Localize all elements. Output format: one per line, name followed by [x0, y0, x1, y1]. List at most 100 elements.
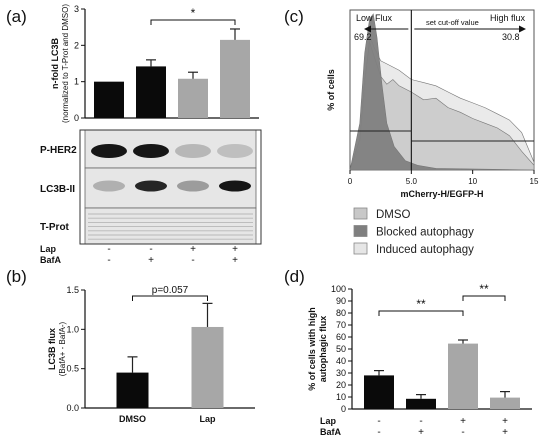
- blot-band-lc3b: [135, 180, 167, 192]
- panel-a-chart: 0 1 2 3 * n-fold LC3B (normalized to T-Prot an…: [40, 4, 262, 266]
- blot-band-p-her2: [217, 144, 253, 158]
- panel-label-a: (a): [6, 7, 27, 26]
- condition-sign: +: [418, 427, 424, 438]
- arrow-head-low: [364, 25, 371, 33]
- significance-bracket: [378, 310, 464, 316]
- x-tick-label: 5.0: [406, 177, 418, 186]
- condition-sign: -: [377, 416, 380, 427]
- bar: [178, 78, 208, 118]
- y-tick-label: 60: [336, 332, 346, 342]
- condition-sign: +: [232, 255, 238, 266]
- x-tick-label: Lap: [199, 414, 216, 424]
- bar: [220, 39, 250, 119]
- y-tick-label: 1.0: [66, 324, 79, 334]
- annotation-high-flux: High flux: [490, 13, 526, 23]
- blot-label: LC3B-II: [40, 184, 75, 195]
- panel-c-chart: Low Flux 69.2 set cut-off value High flux 30…: [326, 9, 539, 256]
- condition-sign: +: [148, 255, 154, 266]
- panel-d-chart: 0 10 20 30 40 50 60 70 80 90 100 ** ** % of cells wit…: [307, 282, 532, 438]
- bar: [406, 398, 436, 409]
- condition-sign: +: [502, 427, 508, 438]
- y-tick-label: 3: [74, 4, 79, 14]
- y-tick-label: 30: [336, 368, 346, 378]
- blot-band-lc3b: [177, 180, 209, 192]
- arrow-head-high: [519, 25, 526, 33]
- significance-bracket: [132, 295, 208, 301]
- significance-bracket: [462, 295, 506, 301]
- blot-frame: [79, 129, 262, 245]
- significance-label: *: [191, 6, 196, 20]
- x-tick-label: 10: [468, 177, 477, 186]
- blot-label: P-HER2: [40, 145, 77, 156]
- y-tick-label: 0.0: [66, 403, 79, 413]
- panel-b-chart: 0.0 0.5 1.0 1.5 DMSO Lap p=0.057 LC3B flux (BafA…: [47, 285, 255, 424]
- significance-label: p=0.057: [152, 285, 189, 296]
- blot-label: T-Prot: [40, 222, 70, 233]
- x-tick-label: DMSO: [119, 414, 146, 424]
- annotation-low-flux: Low Flux: [356, 13, 393, 23]
- y-tick-label: 100: [331, 284, 346, 294]
- bar: [136, 66, 166, 118]
- annotation-low-value: 69.2: [354, 32, 372, 42]
- significance-label: **: [479, 282, 489, 296]
- x-tick-label: 15: [530, 177, 539, 186]
- y-tick-label: 1.5: [66, 285, 79, 295]
- condition-sign: -: [107, 244, 110, 255]
- annotation-cutoff: set cut-off value: [426, 18, 479, 27]
- y-tick-label: 40: [336, 356, 346, 366]
- condition-sign: -: [461, 427, 464, 438]
- panel-label-b: (b): [6, 267, 27, 286]
- x-axis-label: mCherry-H/EGFP-H: [400, 189, 483, 199]
- condition-sign: -: [377, 427, 380, 438]
- y-axis-label: % of cells: [326, 69, 336, 111]
- blot-band-p-her2: [133, 144, 169, 158]
- y-tick-label: 2: [74, 40, 79, 50]
- condition-sign: +: [502, 416, 508, 427]
- significance-bracket: [150, 19, 236, 25]
- y-tick-label: 10: [336, 392, 346, 402]
- blot-band-p-her2: [91, 144, 127, 158]
- y-tick-label: 0: [341, 404, 346, 414]
- condition-sign: +: [460, 416, 466, 427]
- bar: [116, 372, 149, 408]
- legend-label: Blocked autophagy: [376, 227, 474, 239]
- y-tick-label: 20: [336, 380, 346, 390]
- panel-label-d: (d): [284, 267, 305, 286]
- significance-label: **: [416, 297, 426, 311]
- condition-sign: +: [190, 244, 196, 255]
- y-axis-label: % of cells with high: [307, 307, 317, 391]
- x-tick-label: 0: [348, 177, 353, 186]
- condition-sign: -: [107, 255, 110, 266]
- legend-swatch: [353, 207, 368, 220]
- legend-swatch: [353, 225, 368, 237]
- bar: [191, 326, 224, 408]
- y-axis-label-line2: autophagic flux: [318, 316, 328, 383]
- bar: [364, 375, 394, 409]
- bar: [490, 397, 520, 409]
- legend-swatch: [353, 242, 368, 255]
- condition-label: Lap: [40, 244, 57, 254]
- annotation-high-value: 30.8: [502, 32, 520, 42]
- y-axis-sublabel: (BafA+ - BafA-): [58, 321, 67, 376]
- blot-band-lc3b: [219, 180, 251, 192]
- legend-label: Induced autophagy: [376, 244, 474, 256]
- condition-sign: -: [419, 416, 422, 427]
- y-tick-label: 90: [336, 296, 346, 306]
- bar: [448, 343, 478, 409]
- condition-sign: +: [232, 244, 238, 255]
- y-tick-label: 50: [336, 344, 346, 354]
- blot-strip: [84, 207, 257, 245]
- condition-label: Lap: [320, 416, 337, 426]
- blot-band-p-her2: [175, 144, 211, 158]
- y-axis-sublabel: (normalized to T-Prot and DMSO): [61, 4, 70, 123]
- y-axis-label: n-fold LC3B: [50, 38, 60, 89]
- bar: [94, 81, 124, 118]
- y-tick-label: 0.5: [66, 364, 79, 374]
- legend-label: DMSO: [376, 209, 411, 221]
- condition-sign: -: [191, 255, 194, 266]
- blot-band-lc3b: [93, 180, 125, 192]
- y-tick-label: 80: [336, 308, 346, 318]
- condition-sign: -: [149, 244, 152, 255]
- panel-label-c: (c): [284, 7, 304, 26]
